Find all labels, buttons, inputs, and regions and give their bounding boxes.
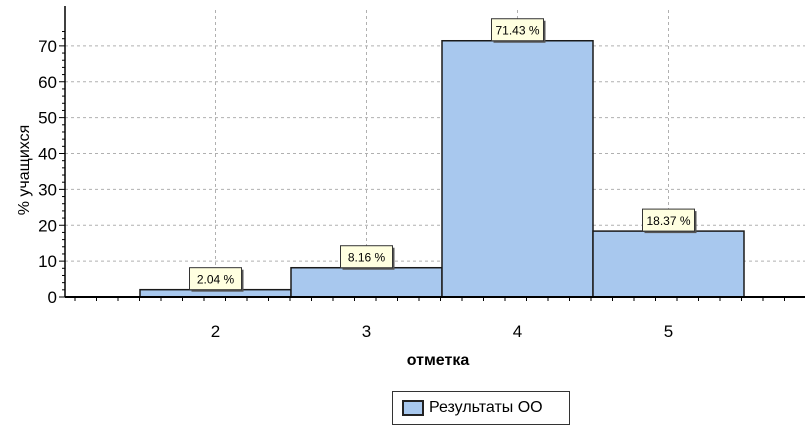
- bar-5: [592, 230, 745, 298]
- data-label-text: 2.04 %: [197, 273, 235, 287]
- legend-label: Результаты ОО: [429, 399, 543, 416]
- bar-4: [441, 39, 594, 298]
- data-label-box: [491, 18, 544, 42]
- data-label-box: [642, 208, 695, 232]
- data-label: 71.43 %: [491, 18, 546, 43]
- data-label: 18.37 %: [642, 208, 697, 234]
- x-tick-labels: 2 3 4 5: [211, 322, 673, 341]
- legend-swatch: [402, 400, 424, 416]
- y-tick-label: 50: [38, 109, 57, 128]
- data-label-box: [340, 245, 393, 269]
- data-label-text: 18.37 %: [646, 214, 690, 228]
- x-tick-label: 2: [211, 322, 220, 341]
- data-label: 8.16 %: [340, 245, 395, 270]
- data-label-text: 71.43 %: [495, 24, 539, 38]
- data-label-box: [189, 267, 242, 291]
- data-label: 2.04 %: [189, 267, 244, 292]
- y-tick-label: 30: [38, 180, 57, 199]
- data-label-text: 8.16 %: [348, 251, 386, 265]
- x-tick-label: 3: [362, 322, 371, 341]
- data-labels: 2.04 % 8.16 % 71.43 % 18.37 %: [189, 18, 697, 292]
- x-tick-label: 5: [664, 322, 673, 341]
- y-tick-label: 40: [38, 145, 57, 164]
- y-tick-label: 10: [38, 252, 57, 271]
- y-axis-title: % учащихся: [16, 125, 33, 216]
- y-tick-label: 60: [38, 73, 57, 92]
- bar-3: [290, 266, 443, 298]
- bar-chart: 0 10 20 30 40 50 60 70 2 3 4 5 2.04 % 8.16 % 71.43 %…: [16, 6, 805, 369]
- chart-legend: Результаты ОО: [392, 391, 570, 425]
- y-tick-labels: 0 10 20 30 40 50 60 70: [38, 37, 57, 307]
- y-tick-label: 70: [38, 37, 57, 56]
- x-tick-label: 4: [513, 322, 522, 341]
- y-tick-label: 0: [48, 288, 57, 307]
- axes: [59, 6, 805, 301]
- x-axis-title: отметка: [407, 352, 470, 369]
- bars: [139, 39, 745, 298]
- y-tick-label: 20: [38, 216, 57, 235]
